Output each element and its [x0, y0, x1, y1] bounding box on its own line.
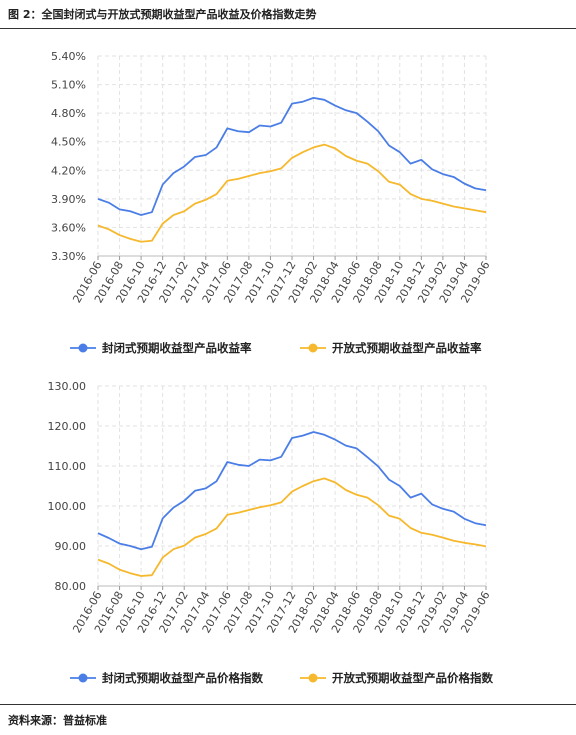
legend-item-open: 开放式预期收益型产品价格指数 [300, 671, 493, 685]
source-note: 资料来源：普益标准 [8, 714, 107, 727]
yield-rate-chart: 3.30% 3.60% 3.90% 4.20% 4.50% 4.80% 5.10% 5.40%… [51, 50, 493, 355]
legend-label: 封闭式预期收益型产品价格指数 [102, 671, 263, 685]
y-tick-label: 130.00 [48, 380, 87, 393]
legend-swatch-marker [78, 343, 88, 353]
price-index-chart: 80.0090.00100.00110.00120.00130.002016-0… [48, 380, 494, 685]
series-line-open [97, 143, 487, 243]
y-tick-label: 90.00 [55, 540, 87, 553]
y-tick-label: 120.00 [48, 420, 87, 433]
legend-label: 开放式预期收益型产品收益率 [332, 341, 482, 355]
legend-label: 开放式预期收益型产品价格指数 [332, 671, 493, 685]
y-tick-label: 4.50% [51, 136, 86, 149]
y-tick-label: 4.80% [51, 107, 86, 120]
legend-item-closed: 封闭式预期收益型产品价格指数 [70, 671, 263, 685]
y-tick-label: 4.20% [51, 164, 86, 177]
legend-swatch-marker [308, 673, 318, 683]
bottom-rule [0, 704, 576, 705]
legend-label: 封闭式预期收益型产品收益率 [102, 341, 252, 355]
y-tick-label: 3.60% [51, 221, 86, 234]
legend-item-closed: 封闭式预期收益型产品收益率 [70, 341, 252, 355]
legend-item-open: 开放式预期收益型产品收益率 [300, 341, 482, 355]
y-tick-label: 5.40% [51, 50, 86, 63]
y-tick-label: 3.90% [51, 193, 86, 206]
top-rule [0, 28, 576, 29]
series-line-closed [97, 431, 487, 551]
series-line-open [97, 477, 487, 577]
y-tick-label: 110.00 [48, 460, 87, 473]
y-tick-label: 5.10% [51, 79, 86, 92]
y-tick-label: 80.00 [55, 580, 87, 593]
figure-title: 图 2：全国封闭式与开放式预期收益型产品收益及价格指数走势 [8, 8, 317, 21]
series-line-closed [97, 97, 487, 216]
legend-swatch-marker [78, 673, 88, 683]
legend-swatch-marker [308, 343, 318, 353]
y-tick-label: 3.30% [51, 250, 86, 263]
y-tick-label: 100.00 [48, 500, 87, 513]
